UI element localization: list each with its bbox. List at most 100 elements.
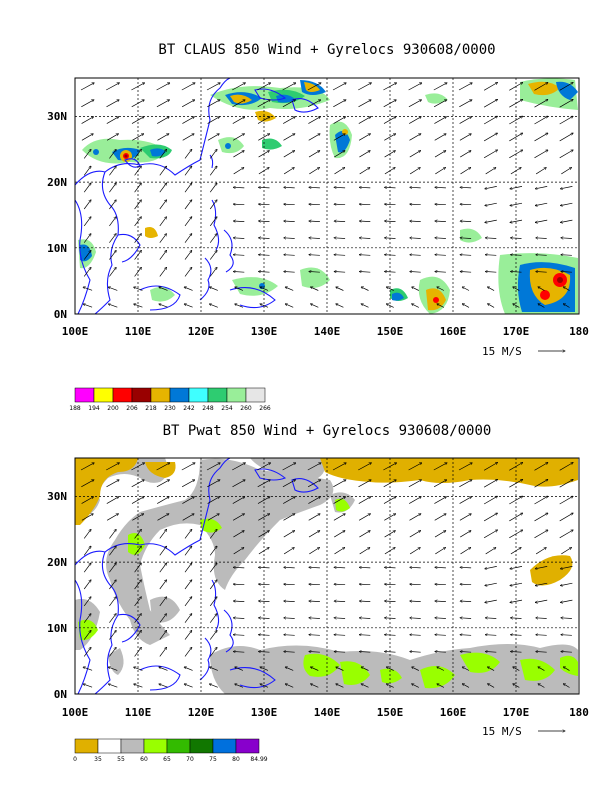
wind-arrow [207, 100, 220, 108]
wind-arrow [561, 255, 572, 256]
wind-arrow [334, 255, 346, 256]
wind-arrow [560, 219, 573, 222]
wind-arrow [159, 647, 167, 657]
wind-arrow [209, 183, 217, 193]
wind-arrow [435, 652, 446, 653]
wind-arrow [513, 287, 520, 291]
lat-label: 10N [47, 242, 67, 255]
wind-arrow [334, 531, 345, 538]
wind-arrow [181, 480, 195, 488]
wind-arrow [109, 149, 116, 159]
wind-arrow [510, 219, 523, 222]
wind-arrow [509, 513, 522, 522]
wind-arrow [462, 684, 470, 688]
wind-arrow [257, 100, 271, 108]
wind-arrow [209, 614, 217, 623]
wind-arrow [206, 463, 220, 471]
wind-arrow [485, 548, 496, 555]
wind-arrow [560, 582, 573, 585]
wind-arrow [232, 480, 246, 488]
lon-label: 110E [125, 706, 152, 719]
wind-arrow [460, 221, 472, 222]
colorbar-label: 248 [202, 405, 214, 412]
wind-arrow [134, 630, 142, 640]
wind-arrow [412, 667, 419, 671]
wind-arrow [563, 684, 570, 688]
wind-arrow [384, 548, 395, 555]
wind-arrow [259, 601, 270, 602]
wind-arrow [358, 497, 371, 504]
wind-arrow [109, 529, 116, 539]
wind-arrow [462, 667, 470, 671]
wind-arrow [534, 463, 548, 471]
wind-arrow [435, 168, 445, 175]
colorbar-label: 254 [221, 405, 233, 412]
wind-arrow [561, 635, 572, 636]
colorbar-swatch [97, 738, 122, 754]
wind-arrow [159, 149, 167, 159]
wind-arrow [284, 567, 295, 568]
wind-arrow [361, 667, 369, 671]
wind-arrow [410, 601, 421, 602]
reference-vector-label: 15 M/S [482, 345, 522, 358]
colorbar-label: 75 [209, 756, 217, 763]
wind-arrow [510, 186, 523, 188]
wind-arrow [385, 221, 396, 222]
wind-arrow [435, 255, 446, 256]
wind-arrow [536, 635, 547, 636]
wind-arrow [259, 204, 270, 205]
wind-arrow [308, 497, 320, 504]
wind-arrow [159, 234, 167, 243]
wind-arrow [437, 684, 445, 688]
wind-arrow [157, 497, 169, 504]
wind-arrow [434, 151, 446, 158]
wind-arrow [488, 304, 495, 308]
wind-arrow [535, 186, 548, 188]
wind-arrow [435, 601, 446, 602]
wind-arrow [509, 463, 522, 471]
wind-arrow [282, 480, 296, 488]
wind-arrow [434, 117, 446, 124]
wind-arrow [485, 618, 497, 619]
wind-arrow [460, 168, 471, 175]
wind-arrow [181, 100, 195, 108]
wind-arrow [559, 133, 573, 142]
reference-vector: 15 M/S [482, 345, 565, 358]
wind-arrow [333, 100, 346, 108]
wind-arrow [410, 255, 421, 256]
wind-arrow [409, 548, 420, 555]
wind-arrow [209, 546, 217, 556]
wind-arrow [159, 563, 167, 573]
wind-arrow [283, 117, 295, 124]
wind-arrow [109, 614, 116, 623]
wind-arrow [81, 497, 94, 504]
longitude-labels: 100E 110E 120E 130E 140E 150E 160E 170E … [62, 325, 589, 338]
wind-arrow [159, 597, 167, 607]
wind-arrow [106, 514, 118, 521]
wind-arrow [334, 151, 345, 158]
wind-arrow [83, 267, 91, 277]
latitude-labels: 30N 20N 10N 0N [47, 110, 67, 321]
wind-arrow [233, 168, 244, 175]
wind-arrow [559, 99, 573, 108]
colorbar-swatch [93, 387, 114, 403]
wind-arrow [109, 647, 116, 657]
wind-arrow [334, 221, 346, 222]
wind-arrow [282, 83, 296, 91]
wind-arrow [485, 599, 497, 602]
colorbar-swatch [188, 387, 209, 403]
wind-arrow [433, 463, 447, 471]
wind-arrow [134, 647, 142, 657]
wind-arrow [284, 601, 295, 602]
wind-arrow [334, 548, 345, 555]
colorbar-swatch [245, 387, 266, 403]
wind-arrow [134, 546, 142, 556]
wind-arrow [307, 83, 321, 91]
wind-arrow [134, 667, 143, 671]
wind-arrow [534, 530, 548, 539]
reference-vector-label: 15 M/S [482, 725, 522, 738]
wind-arrow [361, 287, 369, 291]
wind-arrow [259, 255, 270, 256]
wind-arrow [386, 287, 394, 291]
wind-arrow [109, 217, 116, 227]
